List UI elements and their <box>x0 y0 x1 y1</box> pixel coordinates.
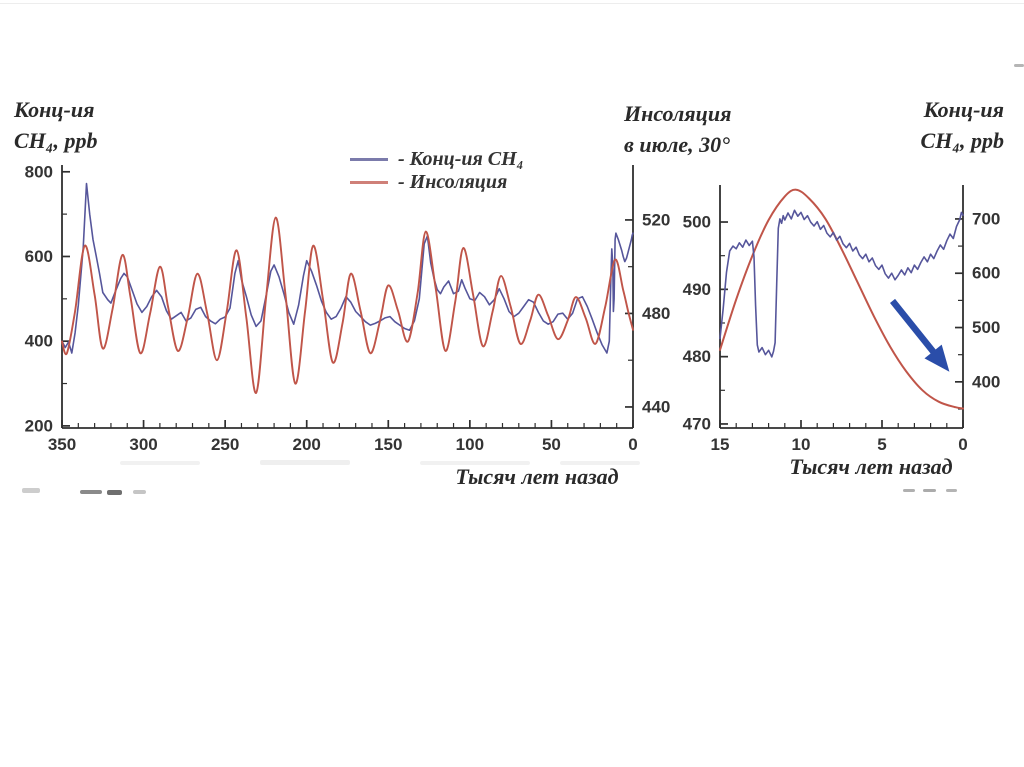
tick-label-x: 250 <box>211 435 239 454</box>
artifact-dash <box>1014 64 1024 67</box>
tick-label-x: 150 <box>374 435 402 454</box>
trend-arrow-shaft <box>889 298 939 357</box>
tick-label-y-right: 400 <box>972 372 1000 391</box>
tick-label-x: 5 <box>877 435 886 454</box>
left-axis-title: Конц-ия CH₄, ppb <box>14 94 97 156</box>
chart-right: 500 490 480 470 700 600 500 400 15 10 5 0 <box>683 185 1000 454</box>
artifact-smudge <box>946 489 957 492</box>
artifact-smudge <box>120 461 200 465</box>
artifact-smudge <box>420 461 530 465</box>
legend-label-ch4: - Конц-ия CH₄ <box>398 148 524 170</box>
tick-label-y-left: 400 <box>25 332 53 351</box>
tick-label-x: 15 <box>711 435 730 454</box>
tick-label-y-right: 600 <box>972 264 1000 283</box>
insolation-axis-title-line2: в июле, 30° <box>624 132 730 157</box>
tick-label-x: 0 <box>628 435 637 454</box>
tick-label-y-left: 200 <box>25 416 53 435</box>
tick-label-x: 50 <box>542 435 561 454</box>
tick-label-y-left: 800 <box>25 162 53 181</box>
x-axis-title-right: Тысяч лет назад <box>789 454 953 479</box>
tick-label-y-left: 500 <box>683 213 711 232</box>
tick-label-y-right: 500 <box>972 318 1000 337</box>
tick-label-y-left: 470 <box>683 414 711 433</box>
chart-left: 800 600 400 200 520 480 440 350 300 250 200 150 100 5… <box>25 162 671 454</box>
left-axis-title-line1: Конц-ия <box>14 97 95 122</box>
tick-label-x: 100 <box>456 435 484 454</box>
artifact-smudge <box>80 490 102 494</box>
insolation-axis-title-line1: Инсоляция <box>624 101 732 126</box>
x-axis-title-left: Тысяч лет назад <box>455 464 619 489</box>
tick-label-x: 10 <box>792 435 811 454</box>
tick-label-x: 0 <box>958 435 967 454</box>
series-ch4 <box>719 209 964 358</box>
tick-label-y-right: 440 <box>642 397 670 416</box>
artifact-smudge <box>903 489 915 492</box>
series-insolation <box>719 188 964 410</box>
artifact-smudge <box>133 490 146 494</box>
legend: - Конц-ия CH₄ - Инсоляция <box>350 148 524 194</box>
left-axis-title-line2: CH₄, ppb <box>14 128 98 153</box>
tick-label-x: 350 <box>48 435 76 454</box>
tick-label-x: 300 <box>129 435 157 454</box>
tick-label-y-left: 600 <box>25 247 53 266</box>
artifact-smudge <box>560 461 640 465</box>
right-axis-title-line2: CH₄, ppb <box>920 128 1004 153</box>
artifact-smudge <box>260 460 350 465</box>
right-axis-title-line1: Конц-ия <box>923 97 1004 122</box>
right-axis-title: Конц-ия CH₄, ppb <box>880 94 1004 156</box>
artifact-smudge <box>923 489 936 492</box>
tick-label-x: 200 <box>293 435 321 454</box>
legend-item-insolation: - Инсоляция <box>350 171 524 194</box>
legend-item-ch4: - Конц-ия CH₄ <box>350 148 524 171</box>
ch4-line-swatch-icon <box>350 158 388 161</box>
tick-label-y-left: 490 <box>683 280 711 299</box>
artifact-smudge <box>107 490 122 495</box>
trend-arrow-head-icon <box>924 344 950 372</box>
top-border-line <box>0 3 1024 4</box>
series-insolation <box>61 216 634 394</box>
tick-label-y-left: 480 <box>683 347 711 366</box>
insolation-axis-title: Инсоляция в июле, 30° <box>624 98 731 160</box>
tick-label-y-right: 520 <box>642 210 670 229</box>
artifact-smudge <box>22 488 40 493</box>
tick-label-y-right: 700 <box>972 209 1000 228</box>
insolation-line-swatch-icon <box>350 181 388 184</box>
tick-label-y-right: 480 <box>642 304 670 323</box>
legend-label-insolation: - Инсоляция <box>398 171 508 193</box>
